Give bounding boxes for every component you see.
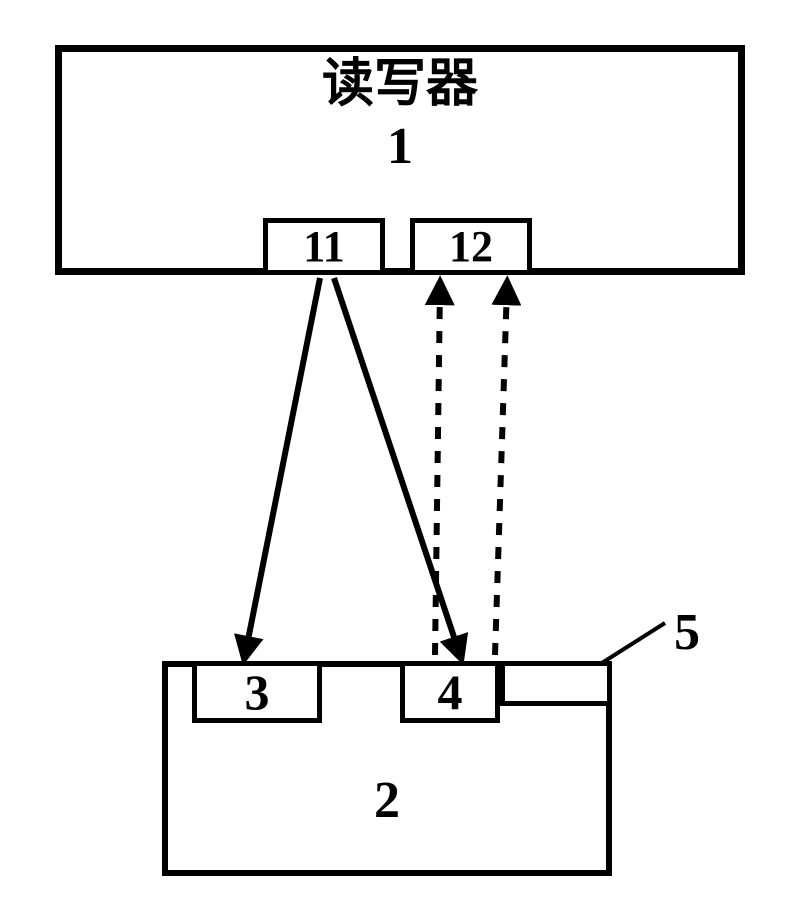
arrow-11-to-3 [245, 278, 320, 655]
arrow-4-to-12-left [435, 286, 440, 655]
port-12-label: 12 [410, 221, 532, 272]
port-11-label: 11 [263, 221, 385, 272]
port-3-label: 3 [192, 663, 322, 721]
port-4-label: 4 [400, 663, 500, 721]
label-5: 5 [662, 605, 712, 661]
diagram-root: 读写器 1 11 12 2 3 4 5 [0, 0, 798, 921]
port-5-box [500, 661, 612, 706]
arrow-11-to-4 [334, 278, 460, 655]
reader-writer-number: 1 [55, 117, 745, 177]
reader-writer-title: 读写器 [55, 55, 745, 115]
device-2-label: 2 [162, 771, 612, 831]
arrow-4-to-12-right [495, 286, 507, 655]
